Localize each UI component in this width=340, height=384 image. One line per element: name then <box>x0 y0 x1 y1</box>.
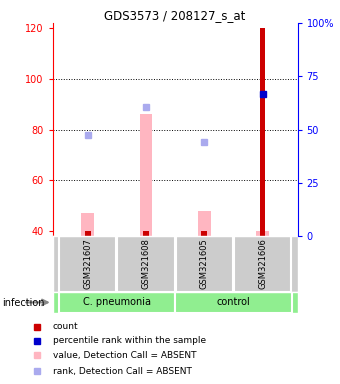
Bar <box>81 214 94 236</box>
Text: GSM321607: GSM321607 <box>83 238 92 290</box>
Bar <box>176 236 233 292</box>
Text: rank, Detection Call = ABSENT: rank, Detection Call = ABSENT <box>52 366 191 376</box>
Title: GDS3573 / 208127_s_at: GDS3573 / 208127_s_at <box>104 9 246 22</box>
Text: C. pneumonia: C. pneumonia <box>83 297 151 308</box>
Text: count: count <box>52 322 78 331</box>
Bar <box>175 292 292 313</box>
Text: GSM321606: GSM321606 <box>258 238 267 290</box>
Bar <box>143 231 149 236</box>
Bar <box>117 236 174 292</box>
Bar <box>260 28 266 236</box>
Bar <box>59 236 116 292</box>
Text: GSM321608: GSM321608 <box>141 238 151 290</box>
Bar <box>256 231 269 236</box>
Bar <box>139 114 152 236</box>
Text: percentile rank within the sample: percentile rank within the sample <box>52 336 206 346</box>
Bar <box>85 231 90 236</box>
Bar <box>234 236 291 292</box>
Text: control: control <box>217 297 250 308</box>
Text: GSM321605: GSM321605 <box>200 238 209 290</box>
Bar <box>58 292 175 313</box>
Text: value, Detection Call = ABSENT: value, Detection Call = ABSENT <box>52 351 196 360</box>
Text: infection: infection <box>2 298 44 308</box>
Bar <box>201 231 207 236</box>
Bar <box>198 211 211 236</box>
